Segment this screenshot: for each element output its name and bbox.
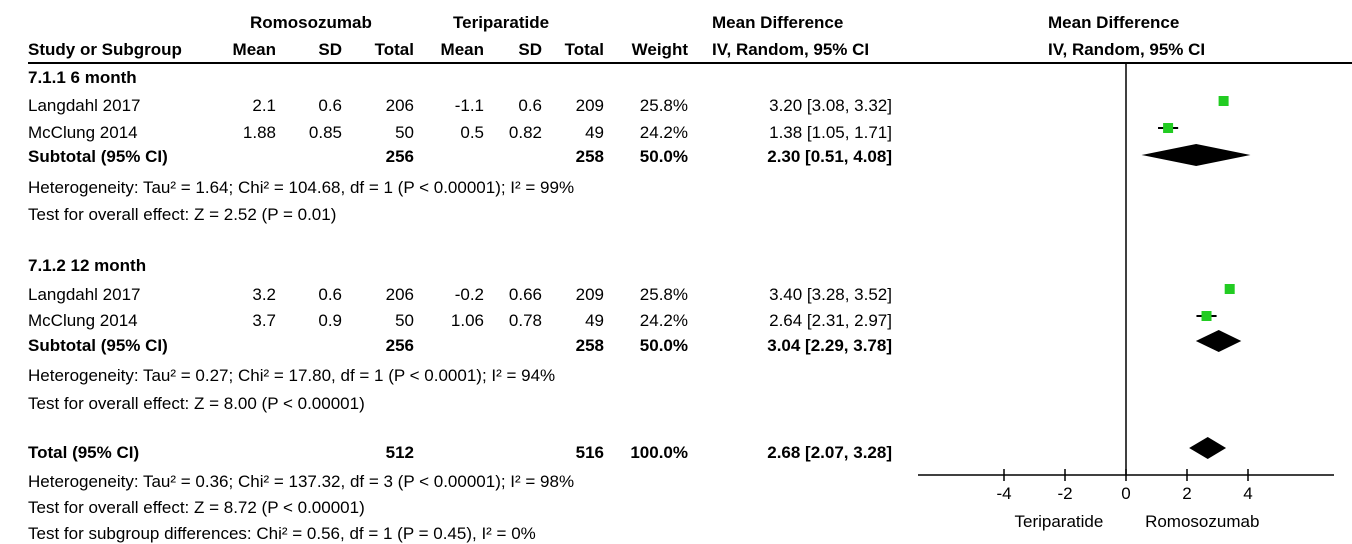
total2-column-header: Total xyxy=(564,40,604,59)
subgroup-title: 7.1.2 12 month xyxy=(28,256,147,275)
heterogeneity-text: Heterogeneity: Tau² = 0.27; Chi² = 17.80… xyxy=(28,366,556,385)
study-point-marker xyxy=(1224,284,1235,294)
sd2-cell: 0.6 xyxy=(518,96,542,115)
x-tick-label: 4 xyxy=(1243,484,1252,503)
right-favours-label: Romosozumab xyxy=(1145,512,1259,531)
subtotal-ci: 2.30 [0.51, 4.08] xyxy=(767,147,892,166)
x-tick-label: 2 xyxy=(1182,484,1191,503)
left-favours-label: Teriparatide xyxy=(1014,512,1103,531)
group2-header: Teriparatide xyxy=(453,13,550,32)
subtotal-total1: 256 xyxy=(385,336,414,355)
mean2-cell: -0.2 xyxy=(454,285,484,304)
total1-cell: 206 xyxy=(385,285,414,304)
group1-header: Romosozumab xyxy=(250,13,372,32)
study-point-marker xyxy=(1201,311,1212,321)
weight-cell: 24.2% xyxy=(639,311,688,330)
x-tick-label: 0 xyxy=(1121,484,1130,503)
subtotal-weight: 50.0% xyxy=(639,147,688,166)
subgroup-title: 7.1.1 6 month xyxy=(28,68,137,87)
overall-effect-text: Test for overall effect: Z = 8.00 (P < 0… xyxy=(28,394,365,413)
pooled-estimate-diamond xyxy=(1195,330,1242,352)
md-plot-header-top: Mean Difference xyxy=(1048,13,1180,32)
subtotal-ci: 3.04 [2.29, 3.78] xyxy=(767,336,892,355)
study-name: Langdahl 2017 xyxy=(28,96,141,115)
total-total1: 512 xyxy=(385,443,414,462)
heterogeneity-text: Heterogeneity: Tau² = 1.64; Chi² = 104.6… xyxy=(28,178,575,197)
mean1-cell: 1.88 xyxy=(242,123,276,142)
total-overall-effect-text: Test for overall effect: Z = 8.72 (P < 0… xyxy=(28,498,365,517)
mean1-cell: 3.2 xyxy=(252,285,276,304)
sd2-cell: 0.66 xyxy=(508,285,542,304)
total2-cell: 49 xyxy=(585,311,604,330)
total2-cell: 209 xyxy=(575,96,604,115)
ci-cell: 3.20 [3.08, 3.32] xyxy=(769,96,892,115)
mean1-cell: 3.7 xyxy=(252,311,276,330)
total-label: Total (95% CI) xyxy=(28,443,140,462)
mean2-column-header: Mean xyxy=(440,40,484,59)
study-point-marker xyxy=(1218,96,1229,106)
total-heterogeneity-text: Heterogeneity: Tau² = 0.36; Chi² = 137.3… xyxy=(28,472,575,491)
ci-cell: 1.38 [1.05, 1.71] xyxy=(769,123,892,142)
md-table-header-bottom: IV, Random, 95% CI xyxy=(712,40,870,59)
ci-cell: 2.64 [2.31, 2.97] xyxy=(769,311,892,330)
subtotal-total2: 258 xyxy=(575,336,604,355)
subtotal-total2: 258 xyxy=(575,147,604,166)
total1-cell: 50 xyxy=(395,311,414,330)
ci-cell: 3.40 [3.28, 3.52] xyxy=(769,285,892,304)
total-total2: 516 xyxy=(575,443,604,462)
md-plot-header-bottom: IV, Random, 95% CI xyxy=(1048,40,1206,59)
mean2-cell: 1.06 xyxy=(450,311,484,330)
mean2-cell: 0.5 xyxy=(460,123,484,142)
total-weight: 100.0% xyxy=(630,443,688,462)
pooled-estimate-diamond xyxy=(1189,437,1227,459)
mean2-cell: -1.1 xyxy=(454,96,484,115)
subtotal-weight: 50.0% xyxy=(639,336,688,355)
total1-cell: 50 xyxy=(395,123,414,142)
sd2-cell: 0.82 xyxy=(508,123,542,142)
x-tick-label: -2 xyxy=(1057,484,1072,503)
total2-cell: 49 xyxy=(585,123,604,142)
study-name: Langdahl 2017 xyxy=(28,285,141,304)
x-tick-label: -4 xyxy=(996,484,1011,503)
md-table-header-top: Mean Difference xyxy=(712,13,844,32)
pooled-estimate-diamond xyxy=(1141,144,1251,166)
sd1-cell: 0.6 xyxy=(318,285,342,304)
subtotal-label: Subtotal (95% CI) xyxy=(28,147,168,166)
weight-cell: 25.8% xyxy=(639,285,688,304)
mean1-cell: 2.1 xyxy=(252,96,276,115)
sd1-cell: 0.9 xyxy=(318,311,342,330)
weight-cell: 24.2% xyxy=(639,123,688,142)
weight-column-header: Weight xyxy=(631,40,688,59)
mean1-column-header: Mean xyxy=(232,40,276,59)
overall-effect-text: Test for overall effect: Z = 2.52 (P = 0… xyxy=(28,205,337,224)
subtotal-total1: 256 xyxy=(385,147,414,166)
sd1-cell: 0.6 xyxy=(318,96,342,115)
total-ci: 2.68 [2.07, 3.28] xyxy=(767,443,892,462)
sd1-cell: 0.85 xyxy=(308,123,342,142)
study-name: McClung 2014 xyxy=(28,123,138,142)
total1-cell: 206 xyxy=(385,96,414,115)
study-name: McClung 2014 xyxy=(28,311,138,330)
total1-column-header: Total xyxy=(374,40,414,59)
sd2-column-header: SD xyxy=(518,40,542,59)
weight-cell: 25.8% xyxy=(639,96,688,115)
sd2-cell: 0.78 xyxy=(508,311,542,330)
study-point-marker xyxy=(1163,123,1174,133)
subtotal-label: Subtotal (95% CI) xyxy=(28,336,168,355)
sd1-column-header: SD xyxy=(318,40,342,59)
study-column-header: Study or Subgroup xyxy=(28,40,182,59)
subgroup-differences-text: Test for subgroup differences: Chi² = 0.… xyxy=(28,524,536,543)
total2-cell: 209 xyxy=(575,285,604,304)
